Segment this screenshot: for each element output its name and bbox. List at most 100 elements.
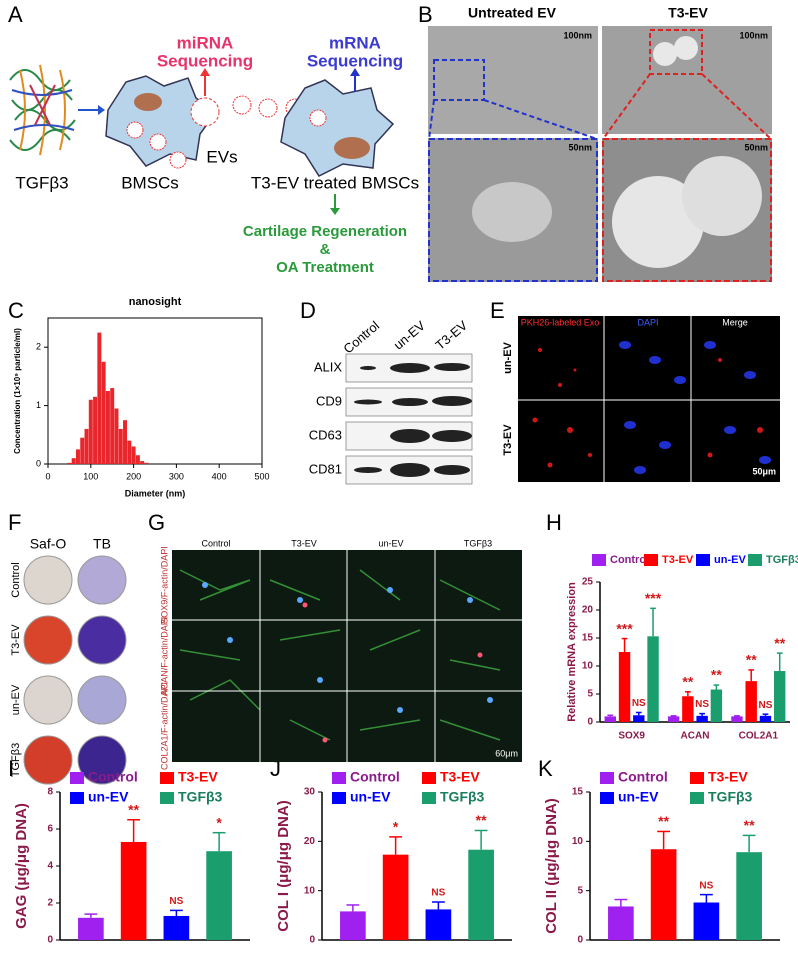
y-tick-label: 2 bbox=[47, 898, 53, 909]
legend-swatch bbox=[70, 772, 84, 784]
protein-label: CD9 bbox=[316, 393, 342, 408]
scale-label: 100nm bbox=[563, 30, 592, 40]
y-tick-label: 6 bbox=[47, 824, 53, 835]
annotation: ** bbox=[682, 673, 693, 689]
bar bbox=[745, 681, 757, 722]
row-label: TGFβ3 bbox=[10, 743, 22, 777]
y-tick-label: 0 bbox=[47, 935, 53, 946]
x-tick-label: 100 bbox=[83, 471, 98, 481]
scale-label: 50nm bbox=[568, 142, 592, 152]
bar bbox=[144, 462, 149, 464]
x-tick-label: 500 bbox=[254, 471, 269, 481]
lane-label: Control bbox=[340, 318, 382, 357]
bar bbox=[140, 461, 145, 464]
row-label: ACAN/F-actin/DAPI bbox=[159, 617, 169, 696]
column-title: TGFβ3 bbox=[464, 538, 492, 548]
lane-label: un-EV bbox=[391, 318, 429, 353]
panel-label: B bbox=[418, 2, 433, 27]
y-tick-label: 30 bbox=[304, 787, 316, 798]
legend-label: un-EV bbox=[714, 554, 746, 566]
bar bbox=[774, 671, 786, 722]
x-tick-label: COL2A1 bbox=[739, 731, 779, 742]
panel-label: H bbox=[546, 510, 562, 535]
annotation: ** bbox=[476, 812, 487, 828]
y-tick-label: 0 bbox=[587, 717, 593, 728]
annotation: ** bbox=[658, 813, 669, 829]
legend-swatch bbox=[160, 792, 174, 804]
legend-swatch bbox=[690, 772, 704, 784]
y-tick-label: 0 bbox=[36, 458, 41, 468]
y-axis-title: Relative mRNA expression bbox=[566, 582, 578, 722]
panel-label: A bbox=[8, 2, 23, 27]
annotation: ** bbox=[774, 635, 785, 651]
panel-label: I bbox=[8, 756, 14, 781]
legend-label: un-EV bbox=[88, 789, 129, 805]
y-tick-label: 15 bbox=[572, 787, 584, 798]
annotation: ** bbox=[128, 801, 139, 817]
column-title: T3-EV bbox=[291, 538, 317, 548]
scale-label: 100nm bbox=[739, 30, 768, 40]
label: OA Treatment bbox=[276, 259, 374, 276]
bar bbox=[88, 399, 93, 464]
bar bbox=[759, 715, 772, 722]
legend-label: T3-EV bbox=[662, 554, 694, 566]
label: mRNA bbox=[329, 33, 381, 52]
y-tick-label: 8 bbox=[47, 787, 53, 798]
y-tick-label: 20 bbox=[304, 836, 316, 847]
label: Sequencing bbox=[307, 51, 403, 70]
column-title: Saf-O bbox=[30, 536, 67, 552]
x-tick-label: SOX9 bbox=[618, 731, 645, 742]
bar bbox=[468, 849, 494, 940]
protein-label: ALIX bbox=[314, 359, 343, 374]
bar bbox=[608, 906, 634, 940]
bar bbox=[78, 917, 104, 940]
bar bbox=[693, 902, 720, 940]
row-label: SOX9/F-actin/DAPI bbox=[159, 546, 169, 624]
scale-label: 50μm bbox=[752, 466, 776, 476]
y-tick-label: 25 bbox=[582, 577, 594, 588]
panel-label: C bbox=[8, 298, 24, 323]
annotation: NS bbox=[632, 698, 646, 709]
x-tick-label: 300 bbox=[169, 471, 184, 481]
legend-swatch bbox=[748, 554, 762, 566]
x-tick-label: 0 bbox=[45, 471, 50, 481]
bar bbox=[618, 652, 631, 722]
scale-label: 60μm bbox=[495, 748, 518, 758]
annotation: NS bbox=[431, 888, 445, 899]
annotation: NS bbox=[169, 896, 183, 907]
bar bbox=[647, 636, 659, 722]
legend-swatch bbox=[422, 792, 436, 804]
label: Sequencing bbox=[157, 51, 253, 70]
legend-label: un-EV bbox=[618, 789, 659, 805]
bar bbox=[80, 437, 85, 464]
legend-label: T3-EV bbox=[708, 769, 748, 785]
lane-label: T3-EV bbox=[432, 317, 470, 352]
y-tick-label: 2 bbox=[36, 342, 41, 352]
legend-swatch bbox=[600, 772, 614, 784]
row-label: T3-EV bbox=[10, 624, 22, 656]
protein-label: CD63 bbox=[309, 427, 342, 442]
legend-label: TGFβ3 bbox=[708, 789, 753, 805]
uptake-panel: PKH26-labeled Exo DAPI Merge un-EV T3-EV… bbox=[502, 316, 780, 482]
y-tick-label: 1 bbox=[36, 400, 41, 410]
legend-swatch bbox=[644, 554, 658, 566]
y-tick-label: 10 bbox=[572, 836, 584, 847]
annotation: *** bbox=[616, 620, 633, 636]
panel-label: E bbox=[490, 298, 505, 323]
bar bbox=[731, 716, 743, 722]
plot-frame bbox=[47, 317, 263, 465]
bar bbox=[736, 852, 762, 940]
if-panel: Control T3-EV un-EV TGFβ3 SOX9/F-actin/D… bbox=[159, 538, 522, 770]
x-tick-label: ACAN bbox=[681, 731, 710, 742]
y-axis-title: COL II (μg/μg DNA) bbox=[543, 798, 560, 934]
label: TGFβ3 bbox=[15, 173, 68, 192]
y-tick-label: 5 bbox=[577, 885, 583, 896]
bar bbox=[682, 696, 694, 722]
legend-label: TGFβ3 bbox=[440, 789, 485, 805]
column-title: Control bbox=[201, 538, 230, 548]
y-tick-label: 0 bbox=[577, 935, 583, 946]
tem-panel: Untreated EV T3-EV 100nm 100nm 50nm 50nm bbox=[428, 5, 772, 282]
bar bbox=[114, 408, 119, 464]
annotation: ** bbox=[711, 667, 722, 683]
bar bbox=[118, 428, 123, 464]
